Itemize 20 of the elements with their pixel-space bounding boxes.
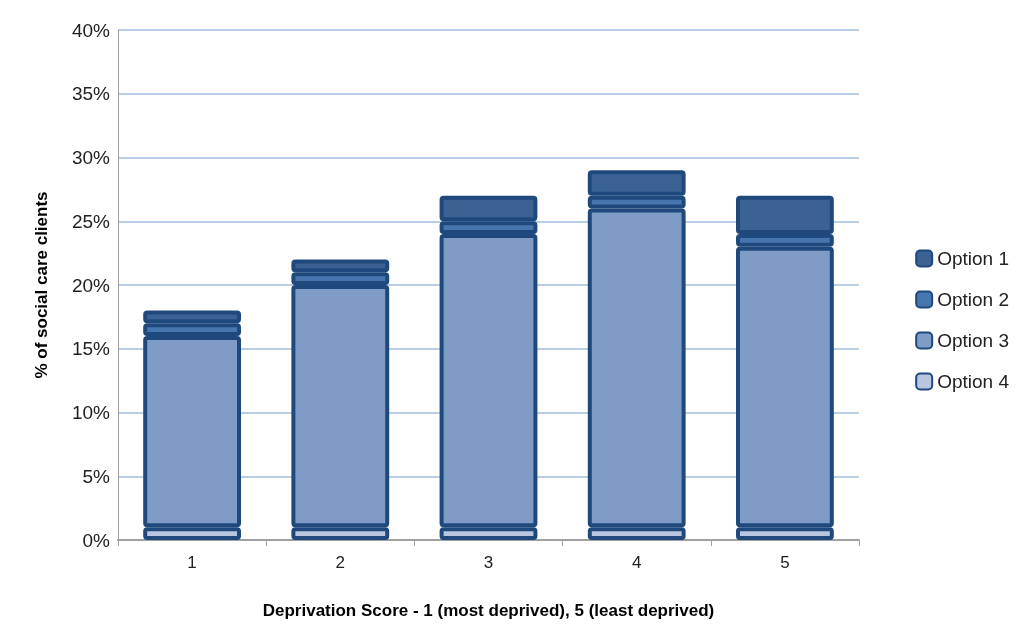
x-tick-label: 4 <box>631 553 642 572</box>
y-tick-label: 40% <box>71 19 111 41</box>
legend-label: Option 1 <box>937 248 1009 269</box>
x-axis-title: Deprivation Score - 1 (most deprived), 5 (least deprived) <box>262 601 715 620</box>
y-tick-label: 30% <box>71 147 111 168</box>
y-tick-label: 35% <box>71 83 111 105</box>
x-tick-label: 1 <box>187 553 197 572</box>
y-tick-label: 0% <box>82 529 111 551</box>
y-tick-label: 25% <box>71 210 111 232</box>
x-tick-label: 3 <box>483 553 494 572</box>
x-tick-label: 2 <box>335 553 346 572</box>
legend-label: Option 3 <box>937 330 1009 351</box>
y-tick-label: 20% <box>71 274 111 296</box>
x-tick-label: 5 <box>780 553 790 572</box>
y-tick-label: 10% <box>71 402 111 423</box>
y-tick-label: 5% <box>82 465 111 487</box>
y-axis-title: % of social care clients <box>32 191 51 379</box>
y-tick-label: 15% <box>71 338 111 360</box>
legend-label: Option 4 <box>937 371 1010 392</box>
legend-label: Option 2 <box>937 289 1009 310</box>
